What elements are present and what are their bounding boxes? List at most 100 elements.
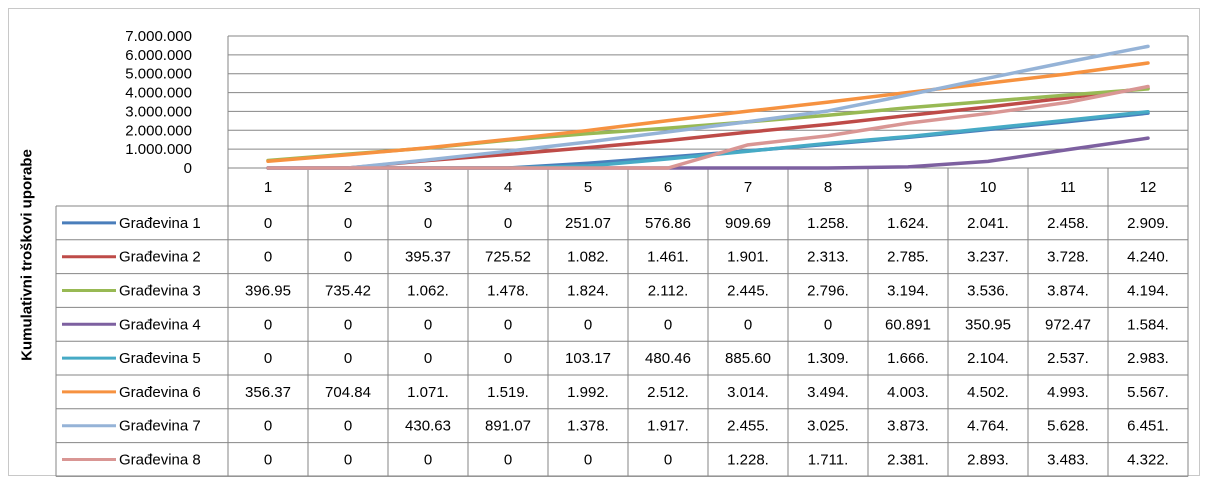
data-label: 0 — [264, 316, 272, 333]
data-label: 1.461. — [647, 249, 689, 266]
data-label: 480.46 — [645, 350, 691, 367]
data-label: 0 — [424, 316, 432, 333]
x-tick-label: 3 — [424, 179, 432, 196]
legend-entry: Građevina 4 — [119, 316, 201, 333]
data-label: 2.785. — [887, 249, 929, 266]
data-label: 3.237. — [967, 249, 1009, 266]
data-label: 4.240. — [1127, 249, 1169, 266]
y-tick-label: 4.000.000 — [125, 85, 192, 102]
data-label: 2.893. — [967, 452, 1009, 469]
data-label: 3.873. — [887, 418, 929, 435]
data-label: 0 — [344, 215, 352, 232]
x-tick-label: 12 — [1140, 179, 1157, 196]
x-tick-label: 2 — [344, 179, 352, 196]
data-label: 2.458. — [1047, 215, 1089, 232]
data-label: 350.95 — [965, 316, 1011, 333]
y-tick-label: 3.000.000 — [125, 103, 192, 120]
data-label: 3.014. — [727, 384, 769, 401]
legend-entry: Građevina 3 — [119, 283, 201, 300]
data-label: 0 — [344, 350, 352, 367]
data-label: 4.194. — [1127, 283, 1169, 300]
data-label: 0 — [664, 316, 672, 333]
data-label: 1.258. — [807, 215, 849, 232]
data-label: 2.041. — [967, 215, 1009, 232]
data-label: 2.104. — [967, 350, 1009, 367]
x-tick-label: 4 — [504, 179, 512, 196]
data-label: 0 — [264, 249, 272, 266]
data-label: 1.062. — [407, 283, 449, 300]
y-tick-label: 0 — [184, 160, 192, 177]
data-label: 2.537. — [1047, 350, 1089, 367]
y-tick-label: 2.000.000 — [125, 122, 192, 139]
x-tick-label: 6 — [664, 179, 672, 196]
data-label: 972.47 — [1045, 316, 1091, 333]
data-label: 356.37 — [245, 384, 291, 401]
series-line-6 — [266, 61, 1150, 164]
data-label: 2.381. — [887, 452, 929, 469]
x-tick-label: 7 — [744, 179, 752, 196]
data-label: 4.322. — [1127, 452, 1169, 469]
data-label: 2.796. — [807, 283, 849, 300]
x-tick-label: 1 — [264, 179, 272, 196]
data-label: 2.909. — [1127, 215, 1169, 232]
data-label: 1.992. — [567, 384, 609, 401]
data-label: 3.483. — [1047, 452, 1089, 469]
data-label: 0 — [424, 215, 432, 232]
data-label: 0 — [824, 316, 832, 333]
data-label: 251.07 — [565, 215, 611, 232]
data-label: 1.478. — [487, 283, 529, 300]
data-label: 2.455. — [727, 418, 769, 435]
data-label: 2.983. — [1127, 350, 1169, 367]
data-label: 1.309. — [807, 350, 849, 367]
series-line-1 — [266, 111, 1150, 170]
data-label: 395.37 — [405, 249, 451, 266]
data-label: 1.228. — [727, 452, 769, 469]
x-tick-label: 10 — [980, 179, 997, 196]
x-tick-label: 11 — [1060, 179, 1076, 196]
series-line-5 — [266, 109, 1150, 170]
data-label: 704.84 — [325, 384, 371, 401]
data-label: 725.52 — [485, 249, 531, 266]
data-label: 0 — [504, 350, 512, 367]
data-label: 1.711. — [808, 452, 849, 469]
data-label: 1.824. — [567, 283, 609, 300]
data-label: 1.584. — [1127, 316, 1169, 333]
data-label: 0 — [264, 215, 272, 232]
data-label: 0 — [344, 249, 352, 266]
data-label: 0 — [344, 316, 352, 333]
data-label: 3.025. — [807, 418, 849, 435]
data-label: 0 — [504, 452, 512, 469]
x-tick-label: 9 — [904, 179, 912, 196]
data-label: 1.378. — [567, 418, 609, 435]
y-tick-label: 6.000.000 — [125, 47, 192, 64]
data-label: 576.86 — [645, 215, 691, 232]
data-label: 430.63 — [405, 418, 451, 435]
data-label: 1.082. — [567, 249, 609, 266]
legend-entry: Građevina 2 — [119, 249, 201, 266]
y-tick-label: 1.000.000 — [125, 141, 192, 158]
data-label: 396.95 — [245, 283, 291, 300]
y-tick-label: 5.000.000 — [125, 66, 192, 83]
data-label: 103.17 — [565, 350, 611, 367]
data-label: 0 — [584, 452, 592, 469]
data-label: 60.891 — [885, 316, 931, 333]
data-label: 3.194. — [887, 283, 929, 300]
x-tick-label: 5 — [584, 179, 592, 196]
data-label: 1.071. — [407, 384, 449, 401]
data-label: 1.519. — [487, 384, 529, 401]
data-label: 0 — [424, 350, 432, 367]
legend-entry: Građevina 8 — [119, 452, 201, 469]
data-label: 0 — [744, 316, 752, 333]
data-label: 885.60 — [725, 350, 771, 367]
data-label: 0 — [344, 452, 352, 469]
data-label: 0 — [504, 316, 512, 333]
series-line-7 — [266, 44, 1150, 170]
data-label: 2.112. — [648, 283, 689, 300]
data-label: 891.07 — [485, 418, 531, 435]
data-label: 4.993. — [1047, 384, 1089, 401]
data-label: 0 — [264, 452, 272, 469]
data-label: 3.728. — [1047, 249, 1089, 266]
chart-frame — [8, 8, 1200, 476]
data-label: 3.874. — [1047, 283, 1089, 300]
